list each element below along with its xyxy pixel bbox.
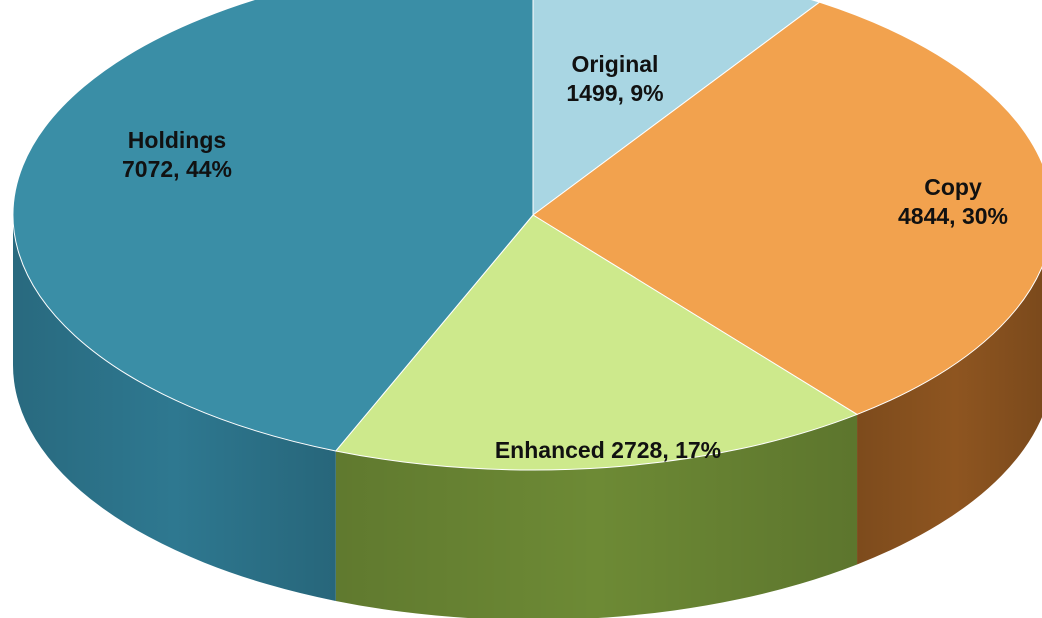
data-label-holdings: Holdings 7072, 44% — [122, 127, 232, 182]
data-label-copy: Copy 4844, 30% — [898, 174, 1008, 229]
data-label-line: Original — [572, 51, 659, 77]
data-label-original: Original 1499, 9% — [566, 51, 663, 106]
pie-slice-holdings — [12, 0, 534, 452]
pie-slice-enhanced — [334, 214, 859, 471]
pie-top-layer — [12, 0, 1042, 471]
pie-label-layer: Original 1499, 9% Copy 4844, 30% Enhanced 27… — [122, 51, 1008, 463]
pie-side-holdings-shade — [13, 215, 336, 601]
data-label-line: Enhanced 2728, 17% — [495, 437, 721, 463]
pie-depth-layer — [13, 215, 1042, 618]
data-label-line: 7072, 44% — [122, 156, 232, 182]
data-label-enhanced: Enhanced 2728, 17% — [495, 437, 721, 463]
data-label-line: Copy — [924, 174, 982, 200]
pie-side-enhanced-shade — [335, 414, 858, 618]
data-label-line: 1499, 9% — [566, 80, 663, 106]
data-label-line: 4844, 30% — [898, 203, 1008, 229]
pie-side-copy-shade — [857, 267, 1042, 565]
data-label-line: Holdings — [128, 127, 226, 153]
pie-slice-copy — [532, 1, 1042, 415]
